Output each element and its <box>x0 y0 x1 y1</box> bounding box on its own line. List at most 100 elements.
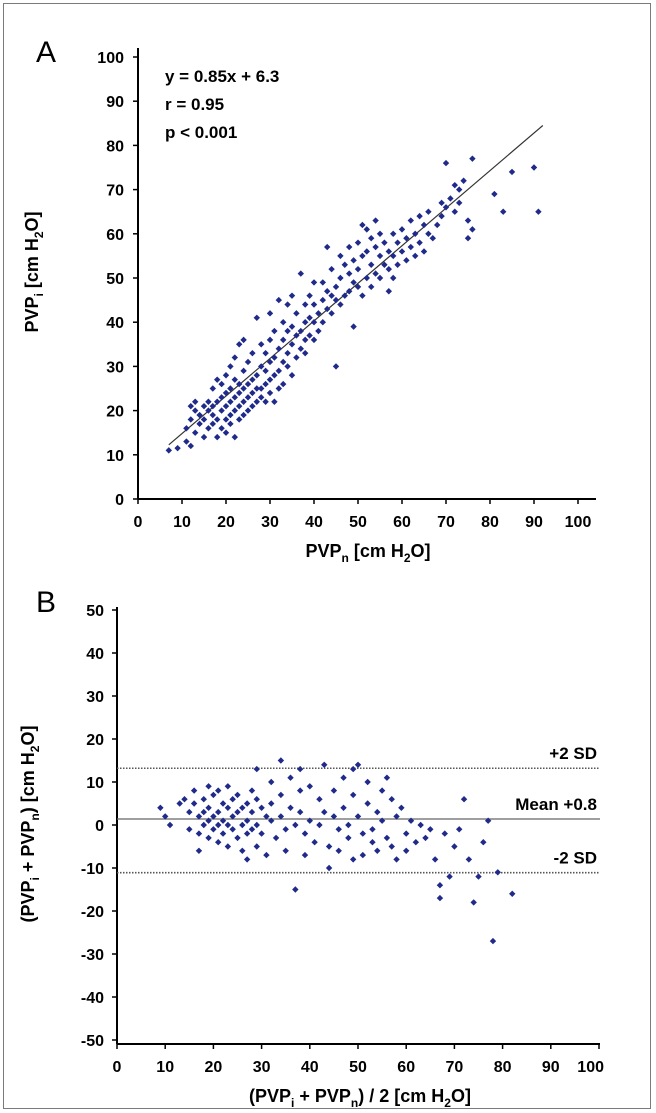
panel-b-point <box>253 796 260 803</box>
panel-a-point <box>288 341 296 348</box>
panel-b-x-tick-label: 40 <box>301 1059 319 1076</box>
panel-b-x-tick-label: 60 <box>397 1059 415 1076</box>
panel-a-point <box>253 385 260 392</box>
panel-b-point <box>403 847 410 854</box>
panel-b-point <box>258 804 265 811</box>
panel-a-x-tick-label: 0 <box>134 514 143 531</box>
panel-a-point <box>390 252 397 260</box>
panel-b-label: B <box>36 586 56 619</box>
panel-a-point <box>350 323 357 330</box>
panel-a-y-tick-label: 20 <box>106 404 124 421</box>
panel-a-point <box>403 257 410 264</box>
panel-a-point <box>249 389 256 397</box>
panel-a-point <box>209 385 216 392</box>
panel-b-point <box>325 843 333 850</box>
panel-a-point <box>412 230 419 237</box>
panel-b-point <box>277 791 285 799</box>
panel-a-point <box>271 372 278 379</box>
panel-a-point <box>451 181 458 189</box>
panel-a-point <box>319 296 326 304</box>
panel-a-point <box>266 389 274 397</box>
panel-a-point <box>297 270 304 277</box>
panel-b-point <box>210 791 217 799</box>
panel-a-point <box>227 398 234 405</box>
panel-b-x-axis-label: (PVPi + PVPn) / 2 [cm H2O] <box>249 1086 471 1110</box>
panel-b-y-tick-label: 0 <box>95 818 104 835</box>
panel-b-point <box>306 783 313 790</box>
panel-b-point <box>258 830 265 837</box>
panel-a-point <box>319 279 326 286</box>
panel-b-point <box>253 765 260 773</box>
panel-a-point <box>253 398 260 405</box>
panel-b-point <box>243 830 251 837</box>
panel-a-point <box>346 243 353 251</box>
panel-a-point <box>214 376 221 383</box>
panel-a-point <box>535 208 542 215</box>
panel-a-point <box>236 389 243 397</box>
panel-a-point <box>310 319 318 326</box>
panel-a-point <box>236 341 243 348</box>
panel-b-point <box>234 834 241 842</box>
panel-b-point <box>398 804 405 811</box>
panel-a-y-tick-label: 0 <box>115 492 124 509</box>
panel-b-x-tick-label: 30 <box>253 1059 271 1076</box>
panel-a-point <box>231 433 238 441</box>
panel-b-point <box>465 856 473 863</box>
panel-a-point <box>324 243 331 251</box>
panel-b-point <box>316 821 323 829</box>
panel-a-point <box>209 402 216 410</box>
panel-a-point <box>302 349 309 357</box>
panel-a-point <box>249 402 256 410</box>
panel-a-point <box>398 226 406 233</box>
panel-a-point <box>231 394 238 401</box>
panel-a-point <box>354 239 362 246</box>
panel-b-y-tick-label: -20 <box>81 904 104 921</box>
panel-a-point <box>324 288 331 295</box>
panel-a-point <box>236 402 243 410</box>
panel-a-point <box>337 252 344 260</box>
panel-b-point <box>219 830 227 837</box>
panel-b-point <box>268 800 275 807</box>
panel-b-point <box>470 899 477 906</box>
panel-a-x-tick-label: 70 <box>437 514 455 531</box>
panel-b-point <box>263 813 270 820</box>
panel-a-regression-line <box>168 125 544 446</box>
figure-frame <box>3 3 651 1109</box>
panel-a-point <box>346 270 353 277</box>
panel-a-point <box>315 310 322 317</box>
panel-a-point <box>209 411 216 419</box>
panel-b-point <box>296 808 304 816</box>
panel-b-point <box>200 796 207 803</box>
panel-a-y-tick-label: 100 <box>97 50 124 67</box>
panel-b-point <box>369 826 376 833</box>
panel-b-x-tick-label: 20 <box>205 1059 223 1076</box>
panel-a-point <box>464 235 472 242</box>
panel-a-point <box>280 319 287 326</box>
panel-b-y-axis-label: (PVPi + PVPn) [cm H2O] <box>18 726 42 923</box>
panel-a-point <box>284 349 291 357</box>
panel-a-point <box>381 239 388 246</box>
panel-b-point <box>239 847 246 854</box>
panel-b-point <box>205 783 212 790</box>
panel-a-point <box>258 341 265 348</box>
panel-a-point <box>442 159 450 167</box>
panel-b-point <box>287 804 294 811</box>
panel-b-point <box>340 804 347 811</box>
panel-b-point <box>349 791 357 799</box>
panel-a-point <box>376 230 384 237</box>
panel-a-point <box>262 380 269 388</box>
panel-b-point <box>176 800 183 807</box>
panel-a-point <box>341 261 348 268</box>
panel-b-y-tick-label: -10 <box>81 861 104 878</box>
panel-a-point <box>227 411 234 419</box>
panel-a-point <box>288 372 296 379</box>
panel-b-y-tick-label: -50 <box>81 1033 104 1050</box>
panel-b-y-tick-label: -30 <box>81 947 104 964</box>
panel-b-point <box>475 873 482 880</box>
panel-a-point <box>231 354 238 361</box>
panel-a-point <box>209 420 216 428</box>
panel-a: A 0 10 20 30 40 50 60 70 80 90 100 0 10 20 30 40 50 60 70… <box>22 36 596 565</box>
panel-a-point <box>420 221 428 229</box>
panel-a-point <box>328 310 335 317</box>
